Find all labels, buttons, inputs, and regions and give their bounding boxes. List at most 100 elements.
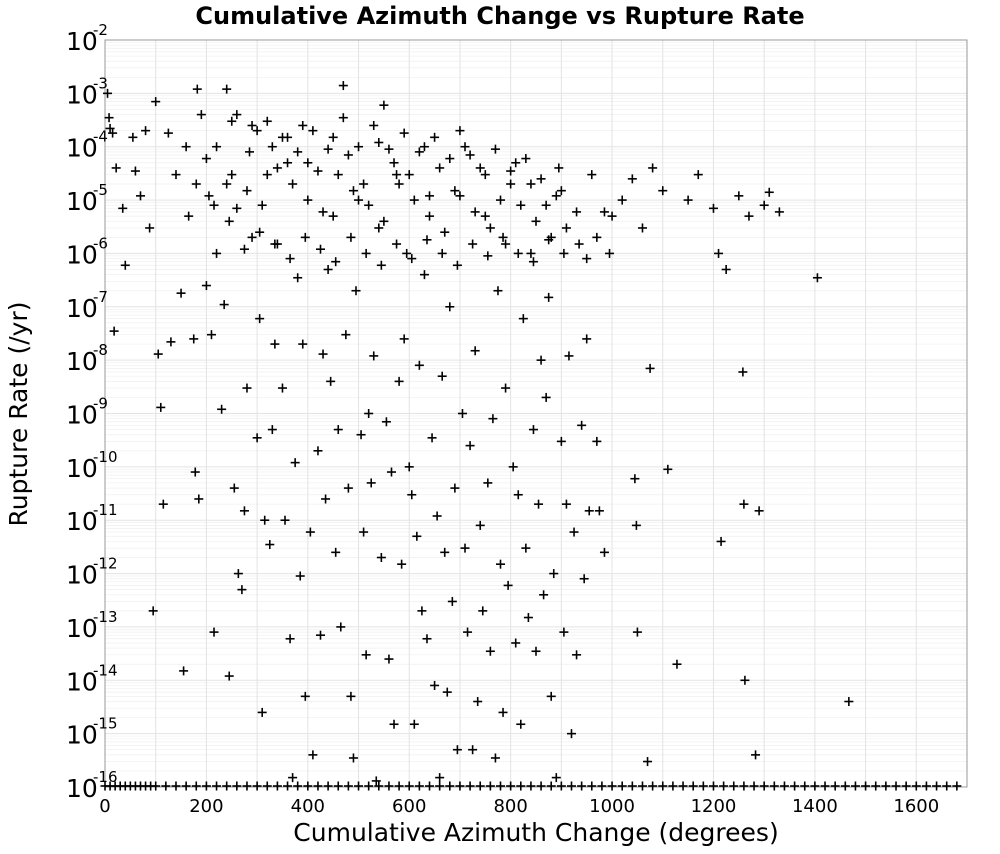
data-point: [417, 606, 427, 616]
data-point: [435, 773, 445, 783]
data-point: [450, 483, 460, 493]
data-point: [295, 571, 305, 581]
data-point: [496, 781, 506, 791]
data-point: [759, 781, 769, 791]
data-point: [389, 158, 399, 168]
data-point: [513, 490, 523, 500]
y-tick-label: 10-4: [66, 128, 108, 163]
data-point: [488, 414, 498, 424]
data-point: [252, 781, 262, 791]
data-point: [111, 163, 121, 173]
data-point: [245, 147, 255, 157]
data-point: [465, 150, 475, 160]
data-point: [293, 273, 303, 283]
data-point: [262, 781, 272, 791]
data-point: [493, 286, 503, 296]
data-point: [452, 260, 462, 270]
data-point: [536, 174, 546, 184]
data-point: [389, 719, 399, 729]
data-point: [354, 195, 364, 205]
data-point: [668, 781, 678, 791]
data-point: [313, 781, 323, 791]
y-tick-base: 10: [66, 347, 98, 376]
data-point: [531, 216, 541, 226]
data-point: [288, 773, 298, 783]
y-tick-labels: 10-1610-1510-1410-1310-1210-1110-1010-91…: [66, 21, 118, 803]
data-point: [427, 433, 437, 443]
data-point: [513, 248, 523, 258]
data-point: [316, 630, 325, 640]
data-point: [592, 436, 602, 446]
data-point: [528, 425, 538, 435]
data-point: [496, 559, 506, 569]
data-point: [901, 781, 911, 791]
data-point: [422, 235, 432, 245]
data-point: [222, 781, 232, 791]
data-point: [397, 559, 407, 569]
data-point: [381, 417, 391, 427]
data-point: [270, 339, 280, 349]
y-axis-label: Rupture Rate (/yr): [4, 302, 33, 527]
data-point: [191, 179, 201, 189]
data-point: [465, 441, 475, 451]
data-point: [511, 638, 521, 648]
y-tick-base: 10: [66, 721, 98, 750]
data-point: [861, 781, 871, 791]
data-point: [384, 654, 394, 664]
data-point: [528, 257, 538, 267]
data-point: [607, 781, 617, 791]
data-point: [435, 163, 445, 173]
data-point: [779, 781, 789, 791]
data-point: [346, 232, 356, 242]
y-tick-label: 10-16: [66, 768, 118, 803]
y-tick-base: 10: [66, 774, 98, 803]
data-point: [536, 781, 546, 791]
data-point: [270, 239, 280, 249]
data-point: [364, 409, 374, 418]
data-point: [323, 144, 333, 154]
data-point: [333, 170, 343, 180]
data-point: [364, 781, 374, 791]
y-tick-base: 10: [66, 561, 98, 590]
data-point: [108, 128, 118, 138]
data-point: [617, 195, 627, 205]
data-point: [192, 84, 202, 94]
data-point: [171, 170, 181, 180]
y-tick-base: 10: [66, 507, 98, 536]
data-point: [605, 248, 615, 258]
y-tick-base: 10: [66, 401, 98, 430]
data-point: [118, 203, 128, 213]
y-tick-base: 10: [66, 614, 98, 643]
data-point: [359, 527, 369, 537]
data-point: [630, 474, 640, 484]
data-point: [232, 781, 242, 791]
data-point: [546, 781, 556, 791]
data-point: [247, 120, 257, 130]
data-point: [409, 719, 419, 729]
data-point: [196, 110, 206, 120]
data-point: [222, 84, 232, 94]
y-tick-exponent: -8: [93, 341, 108, 359]
data-point: [308, 126, 318, 136]
data-point: [541, 200, 551, 210]
data-point: [678, 781, 688, 791]
data-point: [490, 753, 500, 763]
data-point: [645, 363, 655, 373]
y-tick-base: 10: [66, 240, 98, 269]
y-tick-label: 10-14: [66, 661, 118, 696]
data-point: [577, 781, 587, 791]
data-point: [526, 179, 536, 189]
data-point: [407, 490, 417, 500]
data-point: [463, 627, 473, 637]
data-point: [260, 515, 270, 525]
data-point: [128, 132, 138, 142]
y-tick-exponent: -2: [93, 21, 108, 39]
data-point: [460, 543, 470, 553]
y-tick-label: 10-12: [66, 555, 118, 590]
data-point: [255, 227, 265, 237]
data-point: [440, 547, 450, 557]
data-point: [516, 719, 526, 729]
data-point: [348, 186, 358, 196]
data-point: [480, 211, 490, 221]
